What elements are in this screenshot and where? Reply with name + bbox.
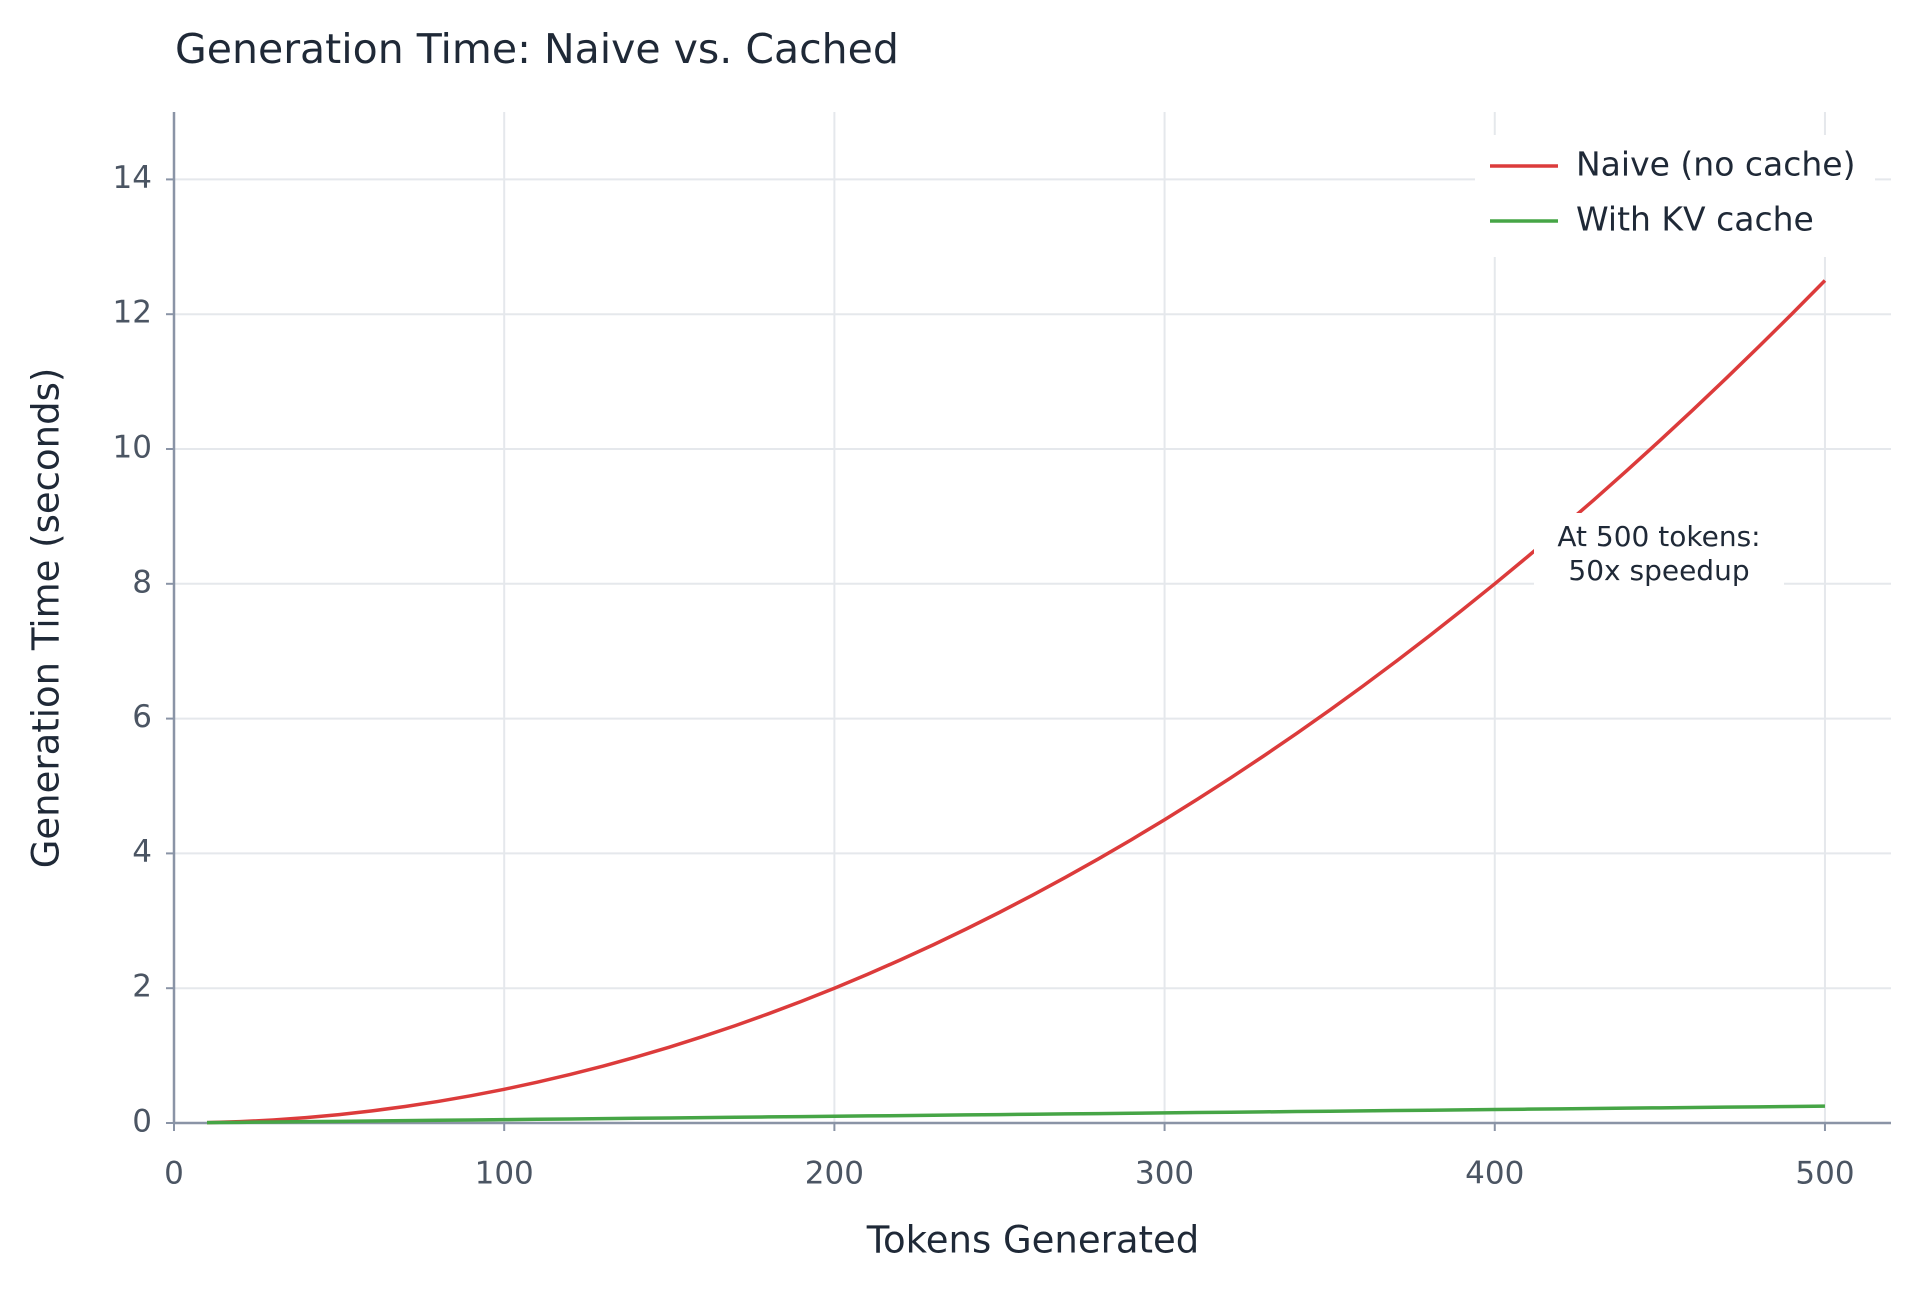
x-tick-label: 200 [805, 1156, 864, 1192]
data-line [206, 279, 1827, 1125]
x-tick-label: 300 [1135, 1156, 1194, 1192]
annotation: 50x speedup [1568, 554, 1749, 587]
x-tick-label: 400 [1465, 1156, 1524, 1192]
x-tick-label: 0 [164, 1156, 184, 1192]
y-tick-label: 4 [132, 834, 152, 870]
y-tick-label: 10 [113, 430, 152, 466]
x-tick-label: 500 [1795, 1156, 1854, 1192]
x-axis-label: Tokens Generated [866, 1219, 1200, 1262]
y-tick-label: 2 [132, 969, 152, 1005]
y-tick-label: 6 [132, 699, 152, 735]
y-axis-label: Generation Time (seconds) [25, 368, 68, 869]
legend-label: Naive (no cache) [1576, 145, 1855, 184]
annotation-box [1534, 513, 1784, 597]
y-tick-label: 14 [113, 160, 152, 196]
x-tick-label: 100 [475, 1156, 534, 1192]
y-tick-label: 0 [132, 1104, 152, 1140]
y-tick-label: 8 [132, 564, 152, 600]
chart-title: Generation Time: Naive vs. Cached [175, 25, 899, 73]
legend-box [1475, 135, 1875, 257]
y-tick-label: 12 [113, 295, 152, 331]
annotation: At 500 tokens: [1557, 520, 1760, 553]
legend-label: With KV cache [1576, 200, 1814, 239]
data-line [207, 1104, 1825, 1125]
